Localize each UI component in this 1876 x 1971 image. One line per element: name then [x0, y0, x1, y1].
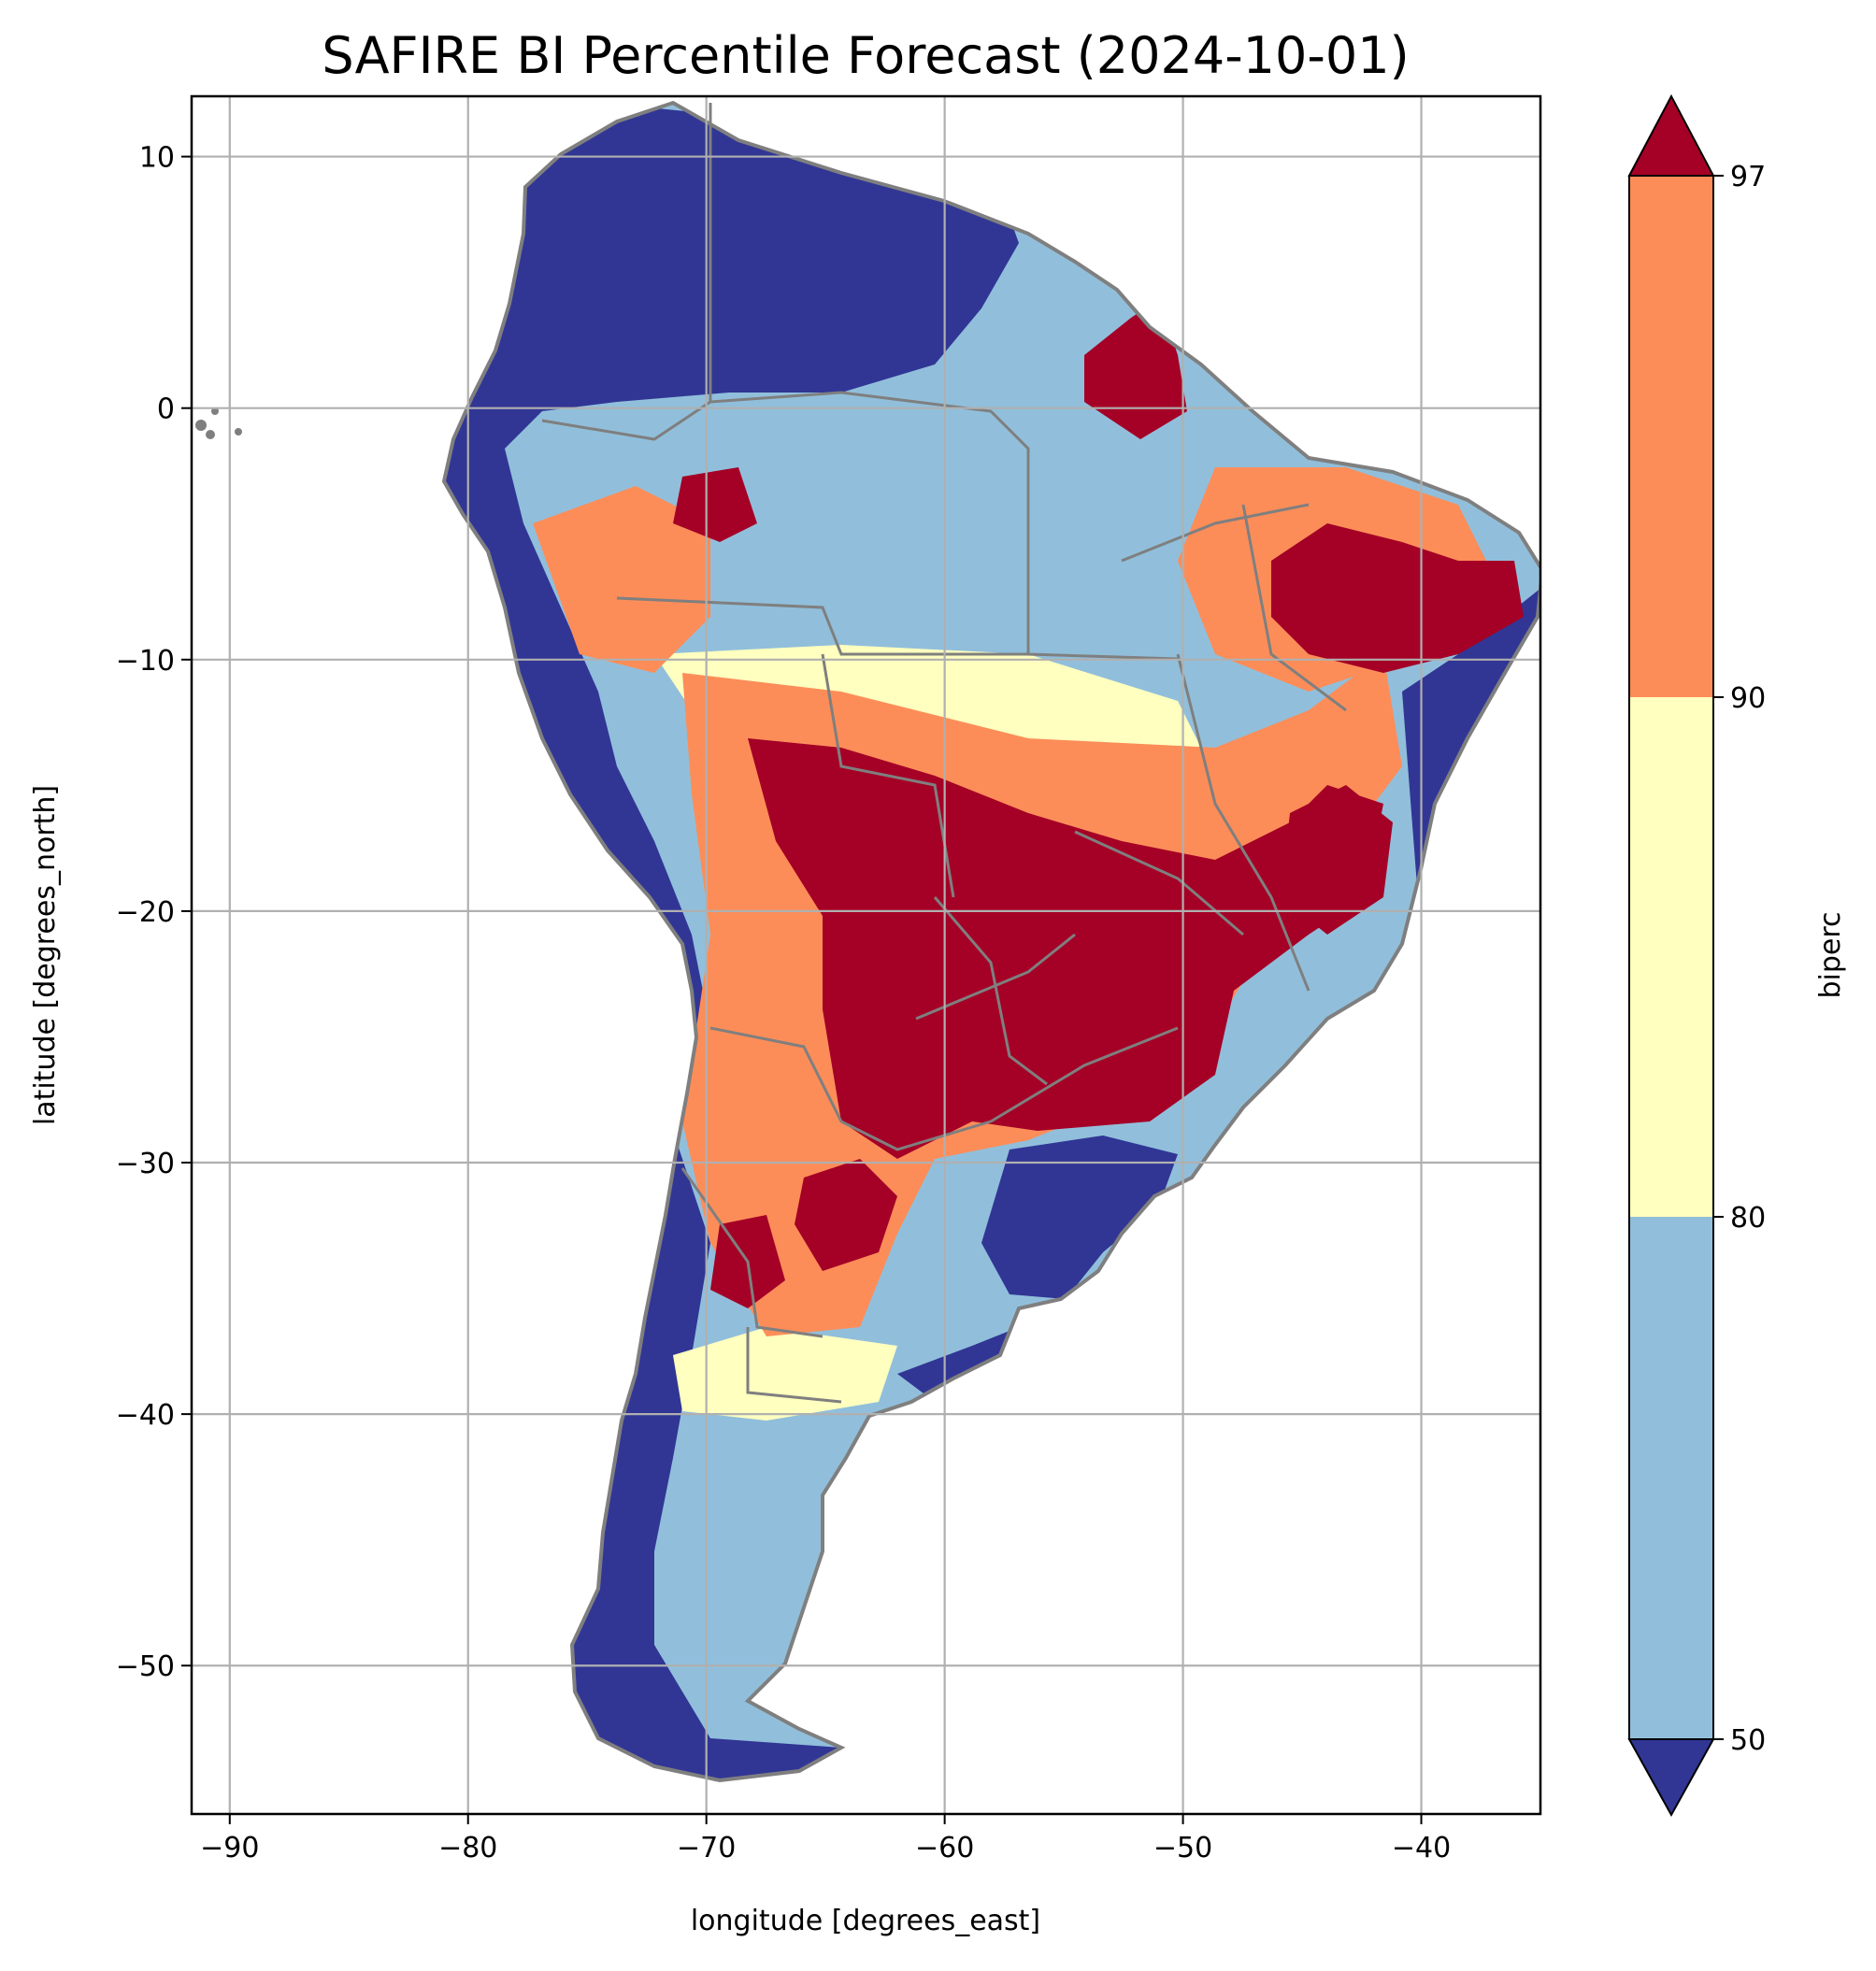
colorbar-tick-label: 50 — [1730, 1724, 1766, 1757]
x-tick-label: −40 — [1392, 1832, 1451, 1864]
colorbar-tick-label: 90 — [1730, 682, 1766, 715]
grid-lines — [192, 96, 1540, 1814]
y-tick-label: −10 — [116, 645, 175, 678]
colorbar: 97 90 80 50 — [1627, 93, 1766, 1818]
x-tick-label: −60 — [915, 1832, 974, 1864]
colorbar-extend-min — [1627, 1738, 1715, 1818]
zone-north-andes-blue — [444, 103, 1019, 1037]
colorbar-tick-label: 80 — [1730, 1202, 1766, 1235]
zone-uruguay-blue — [981, 1135, 1178, 1299]
y-tick-label: 0 — [157, 393, 175, 426]
zone-northeast-red — [1271, 523, 1524, 673]
x-axis-ticks: −90 −80 −70 −60 −50 −40 — [200, 1814, 1451, 1864]
y-tick-label: −30 — [116, 1148, 175, 1180]
x-tick-label: −80 — [438, 1832, 497, 1864]
y-tick-label: −50 — [116, 1650, 175, 1683]
colorbar-bin-90-97 — [1629, 176, 1713, 697]
zone-amazon-orange — [533, 486, 710, 673]
x-tick-label: −70 — [677, 1832, 736, 1864]
y-tick-label: −40 — [116, 1399, 175, 1432]
colorbar-label: biperc — [1814, 911, 1847, 998]
galapagos-islands — [195, 407, 242, 439]
zone-amazon-red — [673, 467, 757, 542]
x-tick-label: −90 — [200, 1832, 259, 1864]
zone-pampas-yellow — [673, 1327, 897, 1421]
x-tick-label: −50 — [1153, 1832, 1212, 1864]
zone-east-brazil-red — [1281, 785, 1393, 935]
colorbar-bin-80-90 — [1629, 697, 1713, 1217]
plot-frame — [190, 94, 1542, 1816]
admin-borders — [541, 103, 1347, 1404]
chart-title: SAFIRE BI Percentile Forecast (2024-10-0… — [322, 26, 1409, 85]
y-tick-label: 10 — [139, 142, 175, 175]
colorbar-tick-label: 97 — [1730, 161, 1766, 193]
y-axis-label: latitude [degrees_north] — [29, 785, 62, 1125]
x-axis-label: longitude [degrees_east] — [691, 1905, 1040, 1937]
y-axis-ticks: 10 0 −10 −20 −30 −40 −50 — [116, 142, 192, 1683]
colorbar-frame — [1628, 175, 1714, 1740]
y-tick-label: −20 — [116, 896, 175, 929]
colorbar-bin-50-80 — [1629, 1217, 1713, 1739]
zone-argentina-red — [795, 1159, 897, 1271]
colorbar-extend-max — [1627, 93, 1715, 177]
zone-central-red — [748, 738, 1383, 1159]
